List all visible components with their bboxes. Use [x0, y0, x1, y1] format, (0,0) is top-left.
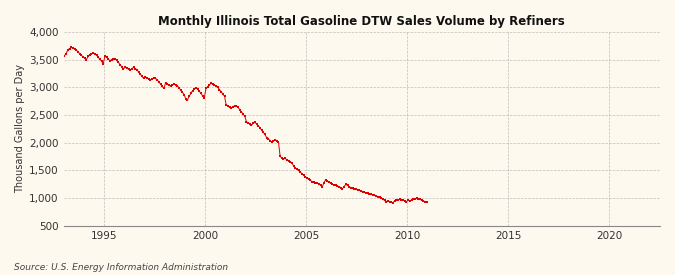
Y-axis label: Thousand Gallons per Day: Thousand Gallons per Day — [15, 64, 25, 193]
Text: Source: U.S. Energy Information Administration: Source: U.S. Energy Information Administ… — [14, 263, 227, 272]
Title: Monthly Illinois Total Gasoline DTW Sales Volume by Refiners: Monthly Illinois Total Gasoline DTW Sale… — [159, 15, 565, 28]
